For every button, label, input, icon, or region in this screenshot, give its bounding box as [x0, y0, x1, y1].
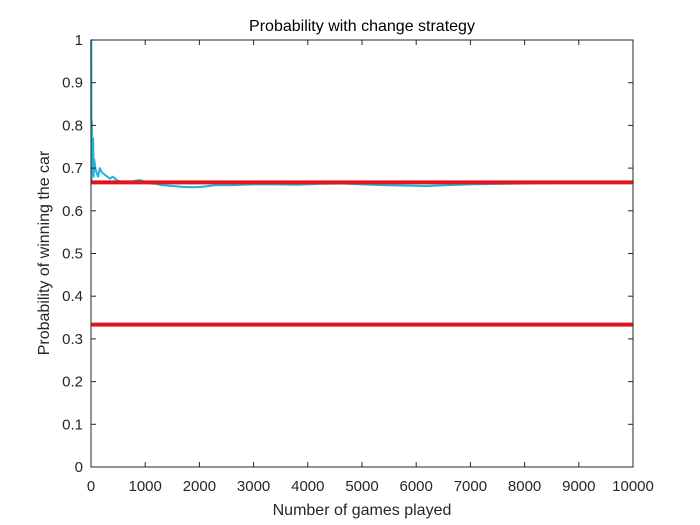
y-tick-label: 0.6	[62, 203, 83, 220]
x-tick-label: 7000	[454, 478, 487, 495]
x-tick-label: 9000	[562, 478, 595, 495]
x-tick-label: 5000	[345, 478, 378, 495]
x-tick-label: 0	[87, 478, 95, 495]
y-tick-label: 0.9	[62, 75, 83, 92]
x-tick-label: 1000	[129, 478, 162, 495]
x-tick-label: 2000	[183, 478, 216, 495]
y-tick-label: 0	[75, 459, 83, 476]
y-tick-label: 0.2	[62, 374, 83, 391]
y-tick-label: 0.1	[62, 416, 83, 433]
y-tick-label: 1	[75, 32, 83, 49]
y-tick-label: 0.7	[62, 160, 83, 177]
chart-title: Probability with change strategy	[249, 18, 475, 35]
x-tick-label: 4000	[291, 478, 324, 495]
y-tick-label: 0.4	[62, 288, 83, 305]
y-tick-label: 0.3	[62, 331, 83, 348]
y-tick-label: 0.8	[62, 117, 83, 134]
y-axis-title: Probability of winning the car	[36, 150, 53, 355]
plot-area	[91, 40, 633, 467]
x-tick-label: 3000	[237, 478, 270, 495]
x-axis-title: Number of games played	[273, 502, 452, 519]
x-tick-label: 8000	[508, 478, 541, 495]
x-tick-label: 6000	[400, 478, 433, 495]
y-tick-label: 0.5	[62, 246, 83, 263]
x-tick-label: 10000	[612, 478, 654, 495]
